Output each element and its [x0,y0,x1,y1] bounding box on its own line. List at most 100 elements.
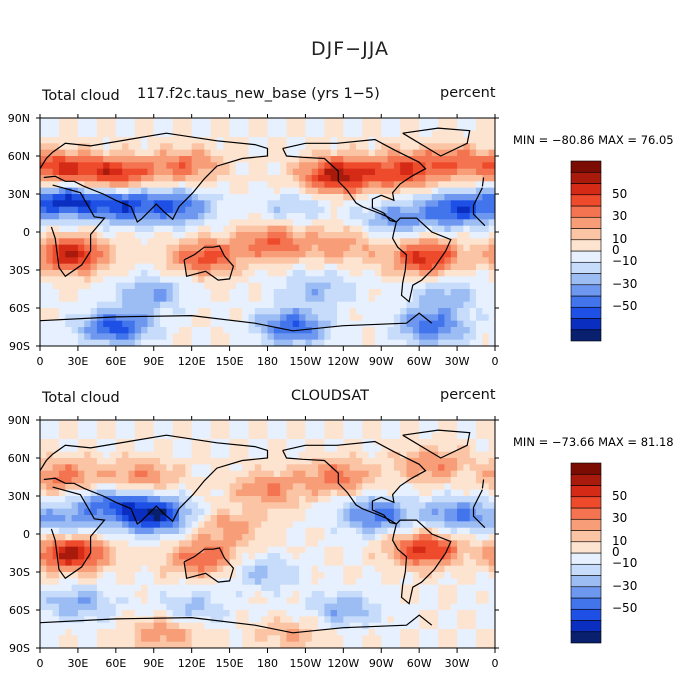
heatmap-cell [185,477,193,484]
heatmap-cell [71,130,79,138]
heatmap-cell [185,521,193,529]
heatmap-cell [71,314,79,322]
heatmap-cell [381,238,388,246]
heatmap-cell [96,426,104,434]
heatmap-cell [305,339,313,347]
heatmap-cell [103,130,110,138]
heatmap-cell [115,565,123,573]
heatmap-cell [438,496,445,503]
heatmap-cell [223,251,230,258]
heatmap-cell [179,458,186,465]
heatmap-cell [431,213,439,220]
heatmap-cell [337,603,344,611]
heatmap-cell [109,244,117,252]
heatmap-cell [109,308,117,315]
heatmap-cell [286,603,294,611]
heatmap-cell [476,445,483,453]
heatmap-cell [374,194,382,201]
heatmap-cell [368,263,376,271]
heatmap-cell [324,339,332,347]
heatmap-cell [122,181,129,189]
heatmap-cell [77,489,85,497]
heatmap-cell [387,521,395,529]
heatmap-cell [406,156,414,163]
heatmap-cell [248,502,256,510]
heatmap-cell [185,301,193,309]
heatmap-cell [147,225,155,233]
heatmap-cell [318,591,325,598]
heatmap-cell [147,578,155,586]
heatmap-cell [40,572,47,579]
heatmap-cell [393,508,401,516]
heatmap-cell [311,578,319,586]
heatmap-cell [248,445,256,453]
heatmap-cell [318,597,325,605]
heatmap-cell [374,458,382,465]
heatmap-cell [337,289,344,296]
heatmap-cell [368,257,376,265]
heatmap-cell [450,432,458,440]
heatmap-cell [286,213,294,220]
heatmap-cell [305,496,313,503]
heatmap-cell [362,515,370,522]
heatmap-cell [134,251,142,258]
heatmap-cell [362,333,370,341]
heatmap-cell [134,521,142,529]
heatmap-cell [77,420,85,427]
heatmap-cell [349,339,357,347]
heatmap-cell [216,181,224,189]
heatmap-cell [254,156,262,163]
heatmap-cell [109,578,117,586]
heatmap-cell [330,439,338,446]
heatmap-cell [46,200,54,208]
heatmap-cell [337,502,344,510]
heatmap-cell [450,572,458,579]
heatmap-cell [40,496,47,503]
heatmap-cell [444,483,452,491]
coastline [282,138,427,223]
heatmap-cell [488,458,496,465]
heatmap-cell [280,584,287,592]
heatmap-cell [311,477,319,484]
heatmap-cell [58,597,66,605]
heatmap-cell [134,206,142,214]
heatmap-cell [103,489,110,497]
heatmap-cell [46,470,54,478]
heatmap-cell [141,156,148,163]
heatmap-cell [381,527,388,535]
heatmap-cell [305,327,313,334]
heatmap-cell [280,219,287,227]
heatmap-cell [286,553,294,560]
heatmap-cell [387,282,395,290]
heatmap-cell [109,527,117,535]
heatmap-cell [65,225,72,233]
heatmap-cell [65,213,72,220]
heatmap-cell [216,584,224,592]
colorbar-bin [570,306,602,319]
heatmap-cell [324,200,332,208]
heatmap-cell [46,534,54,541]
heatmap-cell [355,225,363,233]
heatmap-cell [172,187,180,195]
heatmap-cell [280,137,287,144]
heatmap-cell [179,225,186,233]
heatmap-cell [96,289,104,296]
heatmap-cell [96,489,104,497]
heatmap-cell [305,546,313,554]
heatmap-cell [292,308,300,315]
heatmap-cell [248,244,256,252]
heatmap-cell [84,314,91,322]
heatmap-cell [400,610,407,617]
heatmap-cell [210,225,218,233]
heatmap-cell [343,333,351,341]
heatmap-cell [444,187,452,195]
heatmap-cell [286,333,294,341]
heatmap-cell [476,225,483,233]
heatmap-cell [286,238,294,246]
heatmap-cell [261,616,268,624]
heatmap-cell [128,149,136,157]
heatmap-cell [343,257,351,265]
heatmap-cell [134,483,142,491]
heatmap-cell [160,439,167,446]
heatmap-cell [96,162,104,170]
